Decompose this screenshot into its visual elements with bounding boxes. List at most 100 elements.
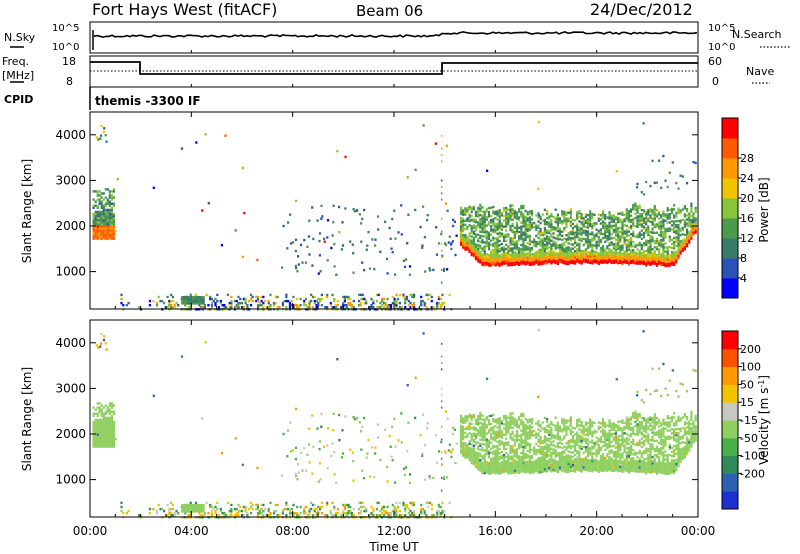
range-cell bbox=[651, 464, 654, 467]
range-cell bbox=[658, 221, 661, 224]
range-cell bbox=[102, 208, 105, 212]
range-cell bbox=[235, 299, 238, 303]
range-cell bbox=[472, 238, 475, 242]
range-cell bbox=[292, 306, 295, 309]
range-cell bbox=[522, 464, 525, 467]
range-cell bbox=[241, 166, 244, 170]
range-cell bbox=[537, 450, 540, 454]
range-cell bbox=[567, 211, 570, 214]
range-cell bbox=[662, 257, 665, 261]
range-cell bbox=[608, 419, 611, 422]
range-cell bbox=[494, 255, 497, 259]
range-cell bbox=[459, 428, 463, 432]
range-cell bbox=[481, 436, 484, 440]
range-cell bbox=[520, 256, 523, 259]
range-cell bbox=[537, 438, 540, 441]
range-cell bbox=[494, 470, 497, 473]
range-cell bbox=[642, 464, 646, 467]
range-cell bbox=[304, 304, 307, 307]
range-cell bbox=[511, 257, 514, 260]
range-cell bbox=[522, 262, 525, 265]
range-cell bbox=[520, 231, 523, 234]
range-cell bbox=[483, 463, 486, 467]
range-cell bbox=[528, 430, 531, 433]
range-cell bbox=[636, 425, 639, 428]
range-cell bbox=[462, 219, 465, 223]
range-cell bbox=[558, 454, 562, 457]
range-cell bbox=[439, 306, 442, 309]
range-cell bbox=[576, 460, 579, 463]
range-cell bbox=[586, 222, 590, 225]
range-cell bbox=[96, 227, 99, 230]
range-cell bbox=[490, 233, 493, 236]
range-cell bbox=[569, 243, 572, 246]
range-cell bbox=[638, 427, 641, 430]
range-cell bbox=[494, 260, 497, 263]
range-cell bbox=[494, 433, 497, 436]
range-cell bbox=[558, 452, 562, 455]
range-cell bbox=[670, 263, 674, 266]
range-cell bbox=[500, 454, 503, 458]
range-cell bbox=[621, 440, 624, 443]
range-cell bbox=[649, 467, 652, 470]
range-cell bbox=[638, 466, 641, 469]
range-cell bbox=[100, 202, 103, 205]
range-cell bbox=[535, 234, 538, 238]
range-cell bbox=[239, 297, 242, 301]
range-cell bbox=[304, 261, 308, 264]
range-cell bbox=[452, 218, 455, 222]
range-cell bbox=[477, 258, 480, 261]
range-cell bbox=[474, 457, 478, 461]
range-cell bbox=[584, 229, 587, 233]
range-cell bbox=[677, 454, 680, 457]
range-cell bbox=[398, 301, 401, 305]
range-cell bbox=[664, 254, 667, 257]
range-cell bbox=[608, 223, 611, 226]
range-cell bbox=[604, 236, 607, 239]
range-cell bbox=[481, 418, 484, 421]
range-cell bbox=[604, 442, 607, 445]
range-cell bbox=[662, 233, 665, 236]
range-cell bbox=[500, 467, 503, 470]
range-cell bbox=[522, 221, 525, 224]
range-cell bbox=[500, 422, 503, 425]
range-cell bbox=[301, 261, 304, 264]
range-cell bbox=[612, 224, 615, 227]
range-cell bbox=[554, 241, 557, 244]
range-cell bbox=[112, 225, 115, 228]
range-cell bbox=[610, 461, 613, 464]
range-cell bbox=[675, 448, 678, 451]
range-cell bbox=[584, 464, 587, 467]
range-cell bbox=[621, 248, 624, 251]
range-cell bbox=[662, 469, 665, 473]
range-cell bbox=[649, 245, 652, 248]
range-cell bbox=[548, 223, 551, 227]
range-cell bbox=[653, 240, 656, 243]
range-cell bbox=[604, 421, 607, 425]
range-cell bbox=[634, 251, 637, 255]
range-cell bbox=[645, 214, 648, 218]
range-cell bbox=[686, 422, 689, 425]
range-cell bbox=[554, 259, 557, 263]
range-cell bbox=[494, 251, 497, 255]
range-cell bbox=[548, 446, 551, 449]
range-cell bbox=[487, 445, 491, 449]
range-cell bbox=[513, 424, 516, 427]
range-cell bbox=[630, 445, 633, 448]
range-cell bbox=[459, 445, 463, 448]
range-cell bbox=[571, 257, 574, 261]
range-cell bbox=[326, 295, 329, 299]
range-cell bbox=[670, 255, 674, 258]
range-cell bbox=[537, 259, 540, 262]
range-cell bbox=[610, 441, 613, 444]
range-cell bbox=[509, 435, 512, 438]
range-cell bbox=[520, 423, 523, 426]
range-cell bbox=[681, 241, 684, 244]
range-cell bbox=[528, 434, 531, 438]
range-cell bbox=[567, 446, 570, 449]
range-cell bbox=[627, 424, 630, 427]
range-cell bbox=[627, 456, 630, 460]
range-cell bbox=[664, 256, 667, 259]
range-cell bbox=[617, 465, 620, 469]
range-cell bbox=[148, 304, 151, 307]
